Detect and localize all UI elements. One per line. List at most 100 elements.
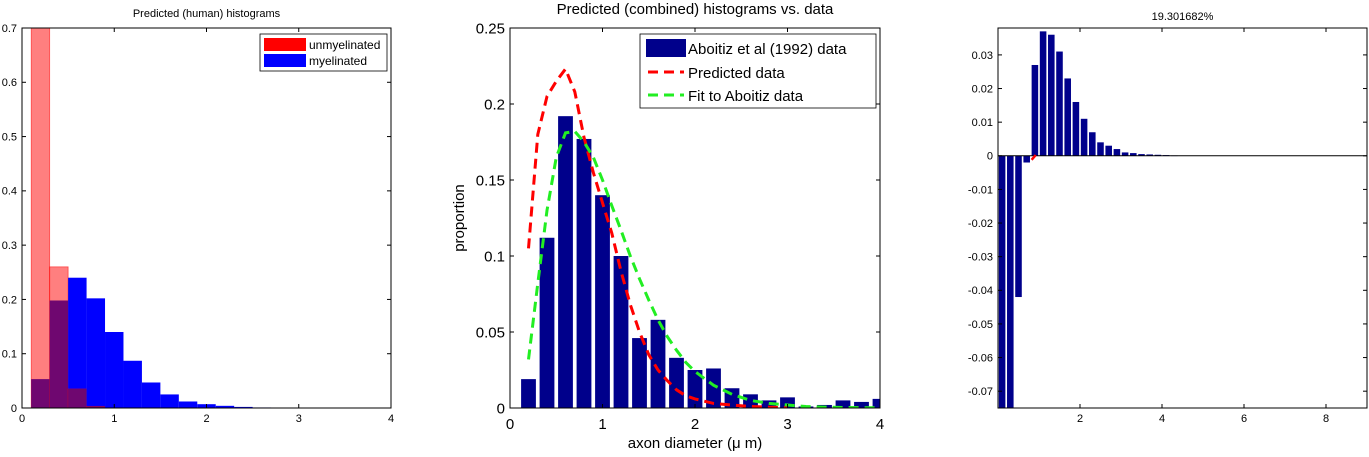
panel1-bars	[30, 28, 272, 408]
panel3-ytick-label: 0.03	[972, 50, 993, 62]
aboitiz-data-bar	[650, 319, 666, 408]
myelinated-legend-swatch	[264, 54, 306, 67]
difference-bar	[1121, 152, 1129, 156]
difference-bar	[1007, 155, 1014, 408]
difference-bar	[1089, 132, 1096, 156]
difference-bar	[1031, 64, 1039, 156]
aboitiz-data-bar	[780, 397, 795, 408]
panel2-ticks: 0 1 2 3 4 0 0.05 0.1 0.15 0.2 0.25	[476, 20, 884, 433]
panel2-ytick-label: 0.2	[484, 96, 505, 113]
panel1-ytick-label: 0.6	[2, 77, 17, 89]
difference-bar	[1130, 153, 1137, 156]
fit-line	[527, 129, 880, 408]
myelinated-bar	[160, 394, 179, 408]
myelinated-bar	[105, 332, 124, 408]
aboitiz-data-bar	[576, 138, 592, 408]
myelinated-bar	[68, 277, 87, 408]
panel2-xlabel: axon diameter (μ m)	[628, 435, 763, 452]
panel3-plot	[998, 31, 1367, 408]
aboitiz-data-bar	[835, 400, 851, 408]
difference-bar	[998, 155, 1006, 408]
panel2-ytick-label: 0.05	[476, 324, 505, 341]
difference-bar	[1113, 149, 1121, 156]
difference-bar	[1015, 155, 1022, 298]
unmyelinated-legend-swatch	[264, 38, 306, 51]
panel3-xtick-label: 6	[1241, 413, 1247, 425]
panel2-plot	[521, 65, 880, 408]
myelinated-bar	[234, 406, 253, 408]
panel3-ytick-label: 0.01	[972, 117, 993, 129]
panel3-ytick-label: 0	[987, 151, 993, 163]
panel2-ytick-label: 0.15	[476, 172, 505, 189]
overlap-bar	[49, 300, 69, 408]
panel1-legend: unmyelinated myelinated	[259, 33, 388, 72]
overlap-bar	[86, 406, 106, 408]
red-marker	[1030, 154, 1037, 161]
panel3-ytick-label: -0.04	[968, 285, 993, 297]
panel3-ytick-label: -0.06	[968, 352, 993, 364]
panel1-ticks: 0 1 2 3 4 0 0.1 0.2 0.3 0.4 0.5 0.6 0.7	[2, 23, 394, 425]
panel3-ytick-label: -0.07	[968, 386, 993, 398]
panel3-ytick-label: 0.02	[972, 83, 993, 95]
panel1-ytick-label: 0.1	[2, 349, 17, 361]
panel1-ytick-label: 0.4	[2, 186, 17, 198]
panel2-xtick-label: 0	[506, 416, 514, 433]
myelinated-bar	[141, 382, 161, 408]
panel3-xtick-label: 8	[1323, 413, 1329, 425]
panel3-xtick-label: 2	[1077, 413, 1083, 425]
aboitiz-data-bar	[539, 237, 555, 408]
aboitiz-data-bar	[521, 379, 536, 408]
myelinated-bar	[123, 360, 142, 408]
panel2-ytick-label: 0	[497, 400, 505, 417]
panel1-ytick-label: 0.7	[2, 23, 17, 35]
panel1-xtick-label: 1	[111, 413, 117, 425]
panel2-xtick-label: 1	[598, 416, 606, 433]
panel1-ytick-label: 0	[11, 403, 17, 415]
difference-bar	[1097, 142, 1104, 156]
overlap-bar	[68, 389, 87, 408]
difference-bar	[1105, 145, 1112, 156]
unmyelinated-bar	[30, 28, 51, 408]
aboitiz-data-bar	[632, 338, 647, 408]
difference-bar	[1154, 154, 1162, 156]
panel3-ytick-label: -0.01	[968, 184, 993, 196]
aboitiz-legend-label: Aboitiz et al (1992) data	[688, 41, 847, 58]
panel1-xtick-label: 4	[388, 413, 394, 425]
difference-bar	[1048, 34, 1055, 156]
myelinated-bar	[215, 405, 235, 408]
difference-bar	[1080, 118, 1088, 156]
panel3-xtick-label: 4	[1159, 413, 1165, 425]
panel3-ytick-label: -0.05	[968, 319, 993, 331]
difference-bar	[1064, 78, 1071, 156]
panel1-ytick-label: 0.3	[2, 240, 17, 252]
myelinated-bar	[86, 298, 106, 408]
predicted-legend-label: Predicted data	[688, 65, 785, 82]
panel1-xtick-label: 3	[296, 413, 302, 425]
unmyelinated-legend-label: unmyelinated	[309, 38, 380, 52]
panel2-legend: Aboitiz et al (1992) data Predicted data F…	[639, 33, 877, 109]
fit-legend-label: Fit to Aboitiz data	[688, 88, 804, 105]
panel1-xtick-label: 2	[203, 413, 209, 425]
myelinated-bar	[178, 401, 198, 408]
panel1-ytick-label: 0.5	[2, 131, 17, 143]
panel3-title: 19.301682%	[1152, 11, 1214, 23]
panel1-title: Predicted (human) histograms	[133, 8, 281, 20]
panel1-xtick-label: 0	[19, 413, 25, 425]
aboitiz-data-bar	[854, 401, 869, 408]
difference-bar	[1146, 154, 1153, 156]
difference-bar	[1072, 101, 1080, 156]
predicted-data-line	[527, 65, 788, 408]
panel2-xtick-label: 3	[783, 416, 791, 433]
panel2-ytick-label: 0.1	[484, 248, 505, 265]
panel1-ytick-label: 0.2	[2, 294, 17, 306]
panel2-xtick-label: 4	[876, 416, 884, 433]
aboitiz-data-bar	[595, 195, 610, 408]
difference-bar	[1138, 154, 1145, 156]
aboitiz-legend-swatch	[646, 39, 686, 57]
aboitiz-data-bar	[706, 368, 721, 408]
panel2-title: Predicted (combined) histograms vs. data	[557, 1, 834, 18]
panel3-ytick-label: -0.02	[968, 218, 993, 230]
overlap-bar	[31, 379, 50, 408]
aboitiz-data-bar	[669, 357, 684, 408]
